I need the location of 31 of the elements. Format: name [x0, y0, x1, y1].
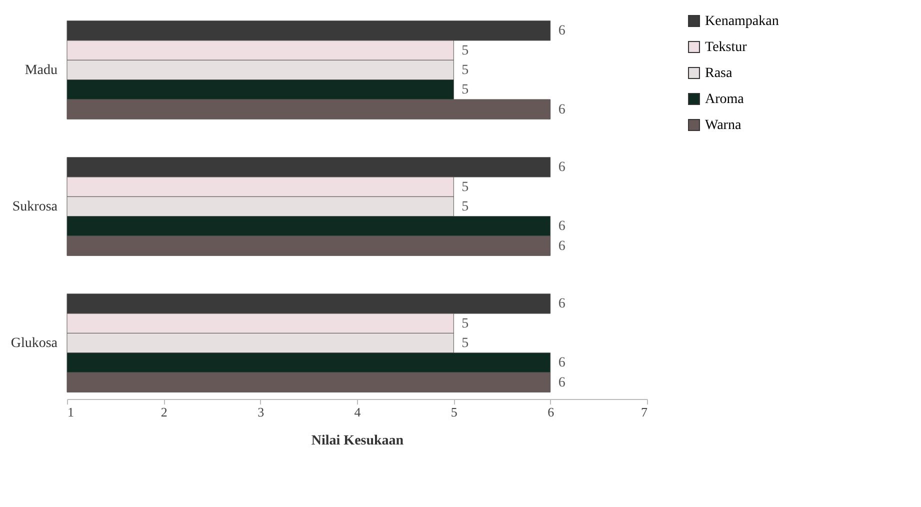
x-tick-label: 6	[548, 404, 555, 420]
data-label: 5	[462, 200, 469, 214]
legend-label: Tekstur	[705, 40, 748, 55]
legend-label: Warna	[705, 118, 742, 133]
legend-label: Rasa	[705, 66, 733, 81]
y-tick-label: Madu	[24, 62, 58, 78]
data-label: 5	[462, 180, 469, 195]
legend-label: Aroma	[705, 92, 745, 107]
x-tick-label: 1	[68, 404, 74, 420]
data-label: 5	[462, 82, 469, 98]
data-label: 5	[462, 62, 469, 78]
data-label: 6	[558, 160, 566, 176]
x-tick-label: 7	[641, 404, 648, 420]
y-tick-label: Glukosa	[10, 336, 58, 352]
legend-label: Kenampakan	[705, 14, 779, 29]
data-label: 6	[558, 356, 566, 371]
y-tick-label: Sukrosa	[12, 200, 58, 214]
data-label: 5	[462, 316, 469, 332]
data-label: 5	[462, 336, 469, 352]
x-tick-label: 5	[450, 404, 458, 420]
data-label: 6	[558, 238, 566, 254]
x-axis-title: Nilai Kesukaan	[311, 434, 404, 448]
x-tick-label: 4	[354, 404, 362, 420]
data-label: 6	[558, 102, 566, 118]
data-label: 6	[558, 219, 566, 234]
data-label: 6	[558, 296, 566, 312]
data-label: 5	[462, 43, 469, 58]
x-tick-label: 2	[160, 404, 168, 420]
data-label: 6	[558, 24, 566, 39]
x-tick-label: 3	[258, 404, 264, 420]
data-label: 6	[558, 375, 566, 390]
